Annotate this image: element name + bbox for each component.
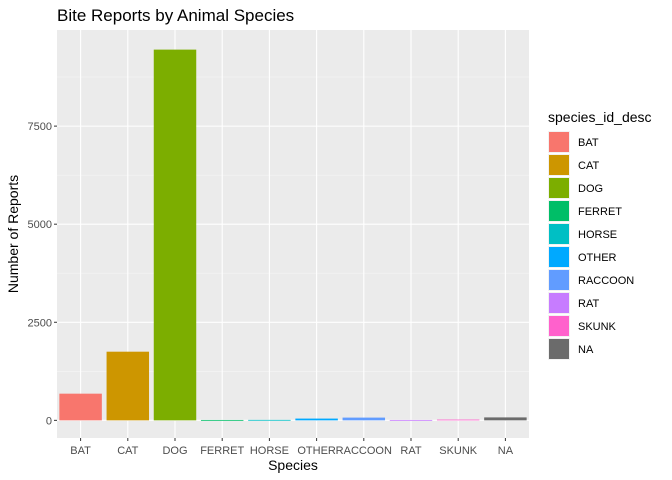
bar-na [484, 417, 527, 421]
legend-swatch-rat [549, 293, 569, 313]
bar-dog [153, 49, 197, 421]
legend-label-bat: BAT [578, 137, 599, 149]
legend-label-skunk: SKUNK [578, 321, 617, 333]
x-axis: BAT CAT DOG FERRET HORSE OTHER RACCOON RAT SKUNK… [70, 438, 514, 457]
bar-bat [59, 393, 102, 421]
bar-other [295, 418, 338, 421]
legend-label-rat: RAT [578, 298, 599, 310]
x-tick-label: DOG [162, 445, 187, 457]
legend-swatch-raccoon [549, 270, 569, 290]
legend-label-na: NA [578, 344, 594, 356]
bar-raccoon [342, 417, 386, 421]
y-tick-label: 7500 [28, 121, 52, 133]
legend-swatch-skunk [549, 316, 569, 336]
legend-swatch-other [549, 247, 569, 267]
bar-rat [389, 419, 433, 421]
legend-label-raccoon: RACCOON [578, 275, 634, 287]
legend-swatch-bat [549, 132, 569, 152]
x-tick-label: SKUNK [439, 445, 478, 457]
x-tick-label: BAT [70, 445, 91, 457]
legend-title: species_id_desc [548, 109, 652, 125]
bar-skunk [436, 419, 480, 421]
x-tick-label: HORSE [250, 445, 289, 457]
legend-swatch-na [549, 339, 569, 359]
bar-cat [106, 351, 150, 421]
y-tick-label: 5000 [28, 219, 52, 231]
legend-swatch-cat [549, 155, 569, 175]
x-tick-label: CAT [117, 445, 138, 457]
x-axis-title: Species [268, 457, 318, 473]
bar-ferret [200, 419, 244, 421]
x-tick-label: NA [498, 445, 514, 457]
y-axis: 0 2500 5000 7500 [28, 121, 57, 427]
legend-label-ferret: FERRET [578, 206, 622, 218]
legend-label-other: OTHER [578, 252, 617, 264]
legend-label-dog: DOG [578, 183, 603, 195]
y-tick-label: 2500 [28, 317, 52, 329]
x-tick-label: OTHER [297, 445, 336, 457]
legend-label-cat: CAT [578, 160, 599, 172]
x-tick-label: FERRET [200, 445, 244, 457]
legend: species_id_desc BAT CAT DOG FERRET HORSE OTHE… [548, 109, 652, 360]
x-tick-label: RACCOON [336, 445, 392, 457]
legend-swatch-dog [549, 178, 569, 198]
legend-label-horse: HORSE [578, 229, 617, 241]
chart-title: Bite Reports by Animal Species [57, 6, 294, 25]
y-axis-title: Number of Reports [5, 175, 21, 293]
legend-swatch-horse [549, 224, 569, 244]
legend-swatch-ferret [549, 201, 569, 221]
bar-horse [248, 419, 291, 421]
y-tick-label: 0 [46, 415, 52, 427]
x-tick-label: RAT [400, 445, 421, 457]
bars [59, 49, 527, 421]
